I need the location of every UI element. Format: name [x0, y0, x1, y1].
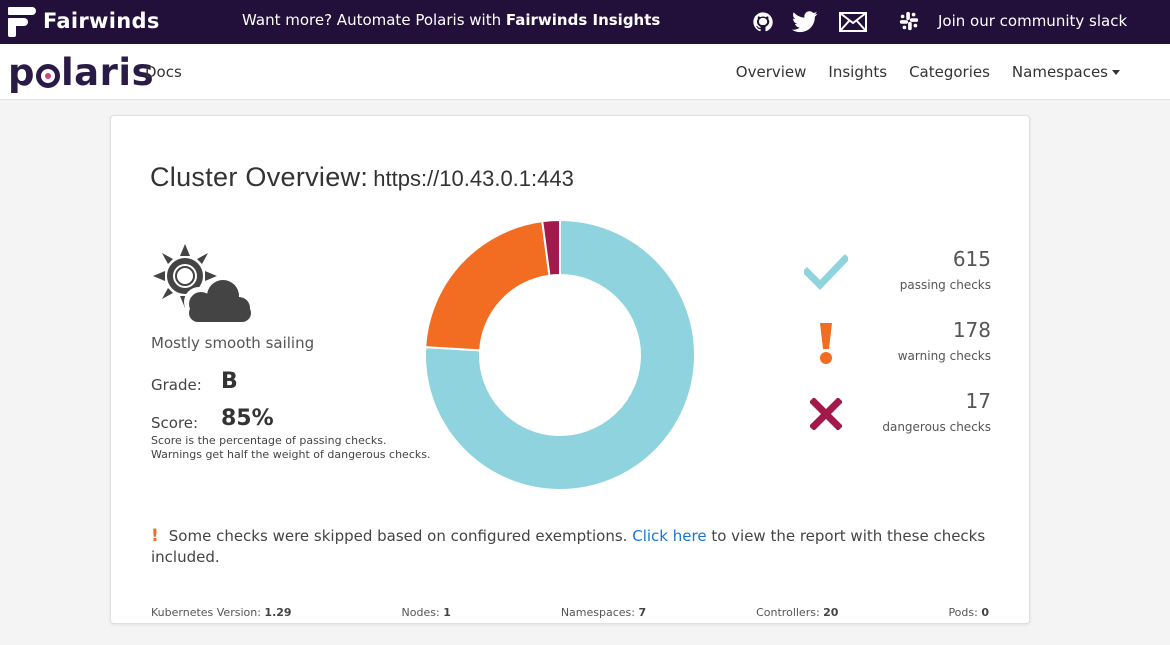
partly-cloudy-icon — [151, 242, 255, 326]
checks-donut-chart — [425, 220, 695, 490]
nav-overview[interactable]: Overview — [735, 63, 807, 81]
cluster-stats: Kubernetes Version: 1.29 Nodes: 1 Namesp… — [151, 606, 989, 619]
nav-categories[interactable]: Categories — [909, 63, 990, 81]
stat-nodes: Nodes: 1 — [401, 606, 451, 619]
weather-text: Mostly smooth sailing — [151, 334, 315, 352]
fairwinds-logo-icon — [8, 5, 36, 37]
page-title: Cluster Overview: https://10.43.0.1:443 — [150, 162, 574, 193]
promo-text: Want more? Automate Polaris with — [242, 11, 502, 29]
score-note: Score is the percentage of passing check… — [151, 434, 431, 461]
chevron-down-icon — [1112, 70, 1120, 75]
exemptions-text: Some checks were skipped based on config… — [168, 527, 628, 545]
slack-label: Join our community slack — [938, 12, 1128, 30]
dangerous-checks-stat: 17 dangerous checks — [801, 389, 991, 445]
twitter-icon[interactable] — [792, 9, 818, 35]
main-navbar: p laris Docs Overview Insights Categories… — [0, 44, 1170, 100]
stat-namespaces: Namespaces: 7 — [560, 606, 647, 619]
polaris-logo[interactable]: p laris — [8, 50, 155, 94]
top-banner: Fairwinds Want more? Automate Polaris wi… — [0, 0, 1170, 44]
slack-link[interactable]: Join our community slack — [896, 8, 1127, 34]
docs-link[interactable]: Docs — [145, 63, 182, 81]
fairwinds-brand[interactable]: Fairwinds — [8, 4, 160, 38]
mail-icon[interactable] — [838, 9, 868, 35]
donut-slice-passing-checks[interactable] — [425, 220, 695, 490]
github-icon[interactable] — [750, 9, 776, 35]
stat-kubernetes-version: Kubernetes Version: 1.29 — [151, 606, 292, 619]
promo-link[interactable]: Want more? Automate Polaris with Fairwin… — [242, 11, 660, 29]
social-icons — [750, 9, 868, 35]
warning-checks-stat: 178 warning checks — [801, 318, 991, 374]
exemptions-notice: ! Some checks were skipped based on confi… — [151, 526, 991, 568]
nav-insights[interactable]: Insights — [828, 63, 888, 81]
grade-label: Grade: — [151, 376, 202, 394]
promo-strong: Fairwinds Insights — [505, 11, 661, 29]
donut-slice-dangerous-checks[interactable] — [541, 220, 561, 277]
exclamation-icon: ! — [151, 526, 159, 546]
checkmark-icon — [801, 247, 851, 297]
exemptions-report-link[interactable]: Click here — [632, 527, 707, 545]
warning-count: 178 — [952, 318, 991, 342]
passing-count: 615 — [952, 247, 991, 271]
cluster-url: https://10.43.0.1:443 — [373, 166, 574, 191]
score-value: 85% — [221, 406, 274, 431]
polaris-logo-icon — [36, 64, 60, 88]
grade-value: B — [221, 369, 238, 394]
stat-controllers: Controllers: 20 — [756, 606, 839, 619]
warning-label: warning checks — [897, 349, 991, 363]
x-icon — [801, 389, 851, 439]
title-label: Cluster Overview: — [150, 162, 369, 192]
donut-slice-warning-checks[interactable] — [425, 220, 551, 352]
passing-checks-stat: 615 passing checks — [801, 247, 991, 303]
exclamation-icon — [801, 318, 851, 368]
fairwinds-name: Fairwinds — [43, 9, 160, 33]
dangerous-count: 17 — [965, 389, 991, 413]
exemptions-text-after: to view the report with these checks inc… — [151, 527, 986, 566]
stat-pods: Pods: 0 — [948, 606, 989, 619]
passing-label: passing checks — [899, 278, 991, 292]
score-label: Score: — [151, 414, 199, 432]
nav-namespaces-dropdown[interactable]: Namespaces — [1012, 63, 1120, 81]
nav-links: Overview Insights Categories Namespaces — [714, 63, 1120, 81]
nav-namespaces-label: Namespaces — [1011, 63, 1108, 81]
cluster-overview-card: Cluster Overview: https://10.43.0.1:443 — [110, 115, 1030, 624]
slack-icon — [896, 8, 922, 34]
dangerous-label: dangerous checks — [882, 420, 991, 434]
